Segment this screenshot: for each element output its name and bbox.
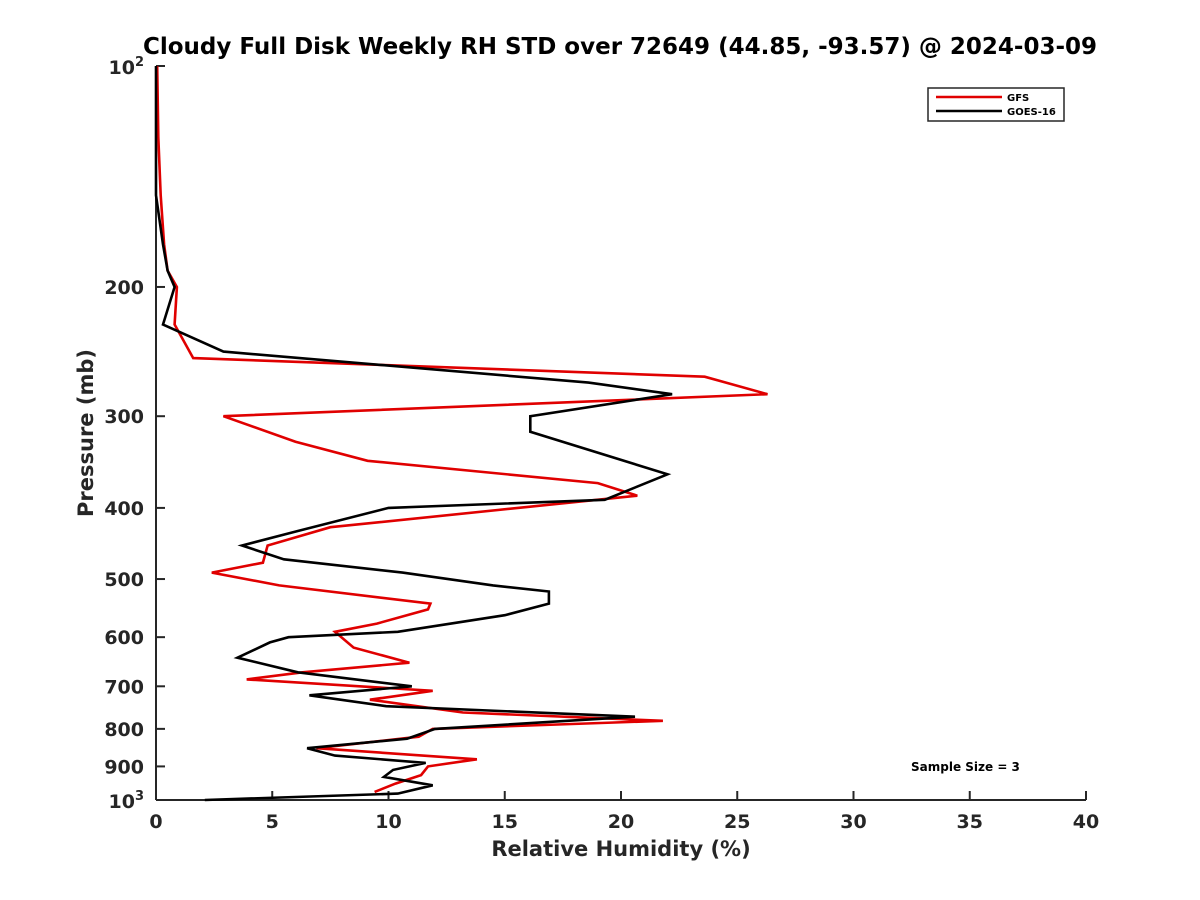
x-axis-label: Relative Humidity (%)	[491, 837, 750, 861]
y-axis-label: Pressure (mb)	[74, 349, 98, 517]
y-tick-label: 400	[104, 498, 144, 520]
x-tick-label: 25	[724, 811, 750, 833]
x-tick-label: 30	[840, 811, 866, 833]
plot-axes: 0 5 10 15 20 25 30 35 40 102 200 300 400 500 600 700 800…	[104, 55, 1099, 833]
legend-box	[927, 87, 1065, 122]
y-tick-label: 900	[104, 756, 144, 778]
y-tick-label: 800	[104, 719, 144, 741]
x-tick-label: 40	[1073, 811, 1099, 833]
y-tick-label: 700	[104, 676, 144, 698]
y-tick-label: 300	[104, 406, 144, 428]
y-tick-label: 600	[104, 627, 144, 649]
legend-label: GFS	[1007, 93, 1029, 104]
x-tick-label: 35	[957, 811, 983, 833]
x-tick-label: 15	[492, 811, 518, 833]
series-layer	[154, 65, 768, 802]
x-tick-label: 10	[375, 811, 401, 833]
y-tick-label: 200	[104, 277, 144, 299]
y-tick-label: 103	[109, 789, 145, 813]
series-line-goes-16	[154, 66, 673, 802]
y-tick-label: 102	[109, 55, 145, 79]
x-tick-label: 0	[149, 811, 162, 833]
legend-label: GOES-16	[1007, 107, 1056, 118]
x-tick-label: 5	[266, 811, 279, 833]
chart-title: Cloudy Full Disk Weekly RH STD over 7264…	[143, 34, 1097, 60]
sample-size-annotation: Sample Size = 3	[911, 760, 1020, 774]
y-tick-label: 500	[104, 569, 144, 591]
x-tick-label: 20	[608, 811, 634, 833]
legend: GFS GOES-16	[927, 87, 1065, 122]
